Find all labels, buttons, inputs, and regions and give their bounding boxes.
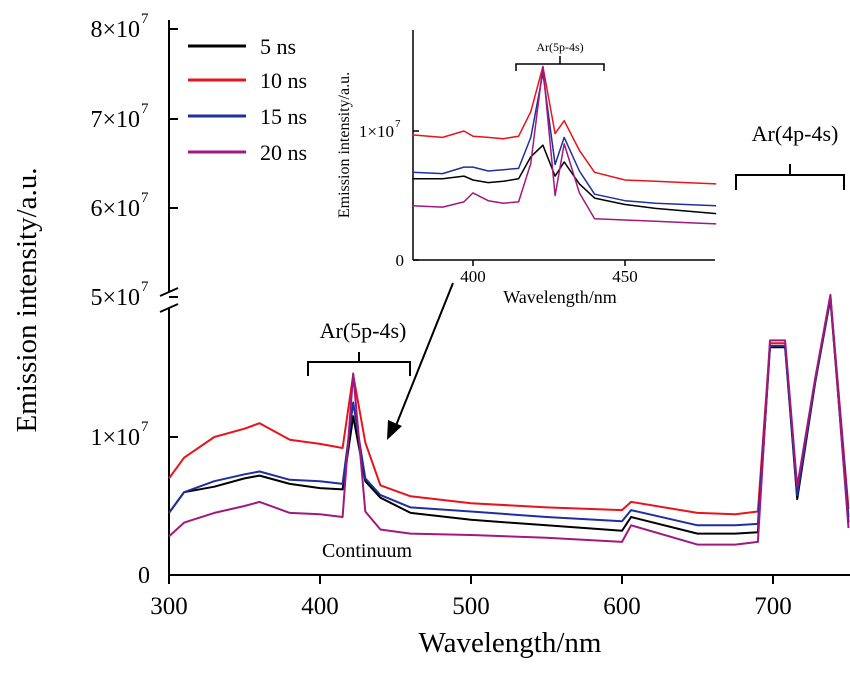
- main-y-label: Emission intensity/a.u.: [11, 167, 43, 432]
- main-series-group: [168, 293, 850, 546]
- main-y-ticks: [169, 28, 178, 576]
- band-5p4s-bracket: [307, 352, 411, 376]
- inset-xtick-450: 450: [612, 267, 638, 286]
- ytick-5e7: 5×10: [90, 285, 140, 311]
- xtick-400: 400: [301, 593, 339, 620]
- inset-band-label: Ar(5p-4s): [536, 40, 583, 54]
- inset-ytick-1e7-exp: 7: [395, 118, 401, 130]
- xtick-700: 700: [754, 593, 792, 620]
- ytick-6e7-exp: 7: [141, 190, 149, 206]
- xtick-300: 300: [150, 593, 188, 620]
- legend-label-10ns: 10 ns: [260, 68, 307, 93]
- inset-plot: 0 1×10 7 400 450 Wavelength/nm Emission …: [336, 30, 717, 307]
- legend: 5 ns 10 ns 15 ns 20 ns: [188, 34, 307, 165]
- inset-x-ticks: [472, 260, 626, 266]
- inset-ytick-0: 0: [396, 251, 405, 270]
- main-plot: 0 1×10 7 5×10 7 6×10 7 7×10 7 8×10 7 300…: [11, 11, 850, 659]
- band-5p4s-label: Ar(5p-4s): [320, 318, 407, 343]
- inset-band-bracket: [515, 56, 605, 71]
- ytick-7e7: 7×10: [90, 107, 140, 133]
- inset-series-line-20ns: [412, 65, 717, 225]
- band-4p4s-label: Ar(4p-4s): [752, 121, 839, 146]
- inset-series-group: [412, 65, 717, 225]
- y-axis-break-mark: [159, 287, 179, 313]
- main-x-label: Wavelength/nm: [419, 627, 602, 659]
- inset-y-label: Emission intensity/a.u.: [336, 72, 353, 218]
- legend-label-20ns: 20 ns: [260, 140, 307, 165]
- inset-x-label: Wavelength/nm: [503, 287, 617, 307]
- main-x-ticks: [168, 575, 774, 584]
- main-series-line-20ns: [168, 293, 850, 546]
- inset-ytick-1e7: 1×10: [359, 122, 394, 141]
- ytick-8e7-exp: 7: [141, 11, 149, 27]
- inset-series-line-5ns: [412, 144, 717, 215]
- band-4p4s-bracket: [735, 164, 845, 190]
- continuum-label: Continuum: [322, 540, 412, 562]
- ytick-7e7-exp: 7: [141, 101, 149, 117]
- ytick-5e7-exp: 7: [141, 279, 149, 295]
- ytick-6e7: 6×10: [90, 196, 140, 222]
- ytick-8e7: 8×10: [90, 17, 140, 43]
- inset-y-ticks: [413, 130, 419, 261]
- inset-pointer-arrow: [387, 282, 454, 440]
- xtick-600: 600: [603, 593, 641, 620]
- ytick-0: 0: [138, 563, 150, 589]
- legend-label-15ns: 15 ns: [260, 104, 307, 129]
- ytick-1e7: 1×10: [90, 425, 140, 451]
- legend-label-5ns: 5 ns: [260, 34, 296, 59]
- inset-xtick-400: 400: [460, 267, 486, 286]
- ytick-1e7-exp: 7: [141, 419, 149, 435]
- xtick-500: 500: [452, 593, 490, 620]
